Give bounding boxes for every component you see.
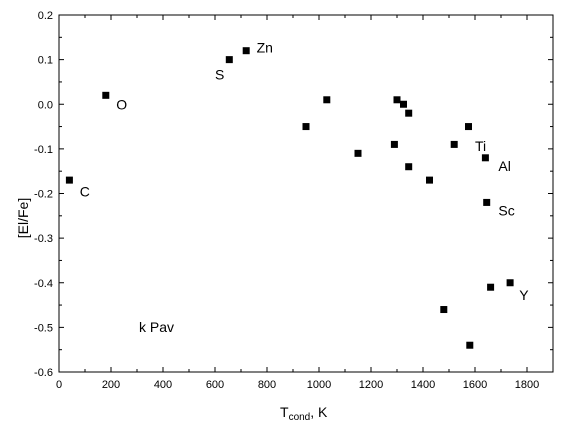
y-tick-label: -0.5 [34,322,53,334]
x-tick-label: 1800 [515,379,539,391]
plot-border [58,14,554,373]
data-point [487,283,495,291]
data-point [354,149,362,157]
data-point [65,176,73,184]
data-point [405,163,413,171]
element-label: C [80,183,90,199]
data-point [483,198,491,206]
y-tick-label: 0.0 [38,99,53,111]
x-axis-label-sub: cond [289,412,311,423]
y-tick-label: 0.2 [38,10,53,22]
x-axis: 0 200 400 600 800 1000 1200 1400 1600 1800 [56,15,539,391]
element-label: O [116,96,127,112]
y-tick-label: -0.1 [34,144,53,156]
data-point [481,154,489,162]
y-tick-label: -0.2 [34,189,53,201]
x-tick-label: 1400 [411,379,435,391]
x-axis-label-main: T [280,404,289,420]
data-point [393,96,401,104]
y-tick-label: -0.4 [34,278,53,290]
star-label: k Pav [139,319,174,335]
data-point [426,176,433,184]
element-label: Sc [498,202,514,218]
x-tick-label: 200 [102,379,120,391]
element-label: S [215,66,224,82]
x-tick-label: 0 [56,379,62,391]
data-points [65,47,514,349]
y-axis: 0.2 0.1 0.0 -0.1 -0.2 -0.3 -0.4 -0.5 -0.6 [34,10,553,379]
y-axis-label: [El/Fe] [15,198,31,238]
element-label: Al [498,158,510,174]
element-label: Y [519,287,529,303]
x-axis-label: Tcond, K [280,404,328,423]
data-point [242,47,250,55]
y-tick-label: -0.3 [34,233,53,245]
data-point [102,91,110,99]
x-tick-label: 1200 [359,379,383,391]
y-tick-label: 0.1 [38,55,53,67]
data-point [466,341,474,349]
plot-frame [58,14,554,373]
y-tick-label: -0.6 [34,367,53,379]
data-point [302,123,310,131]
element-label: Ti [475,138,486,154]
data-point [440,306,448,314]
data-point [506,279,514,287]
x-tick-label: 600 [206,379,224,391]
x-axis-label-suffix: , K [310,404,328,420]
x-tick-label: 1600 [463,379,487,391]
data-point [405,109,413,117]
data-point [225,56,233,64]
data-point [390,140,398,148]
x-tick-label: 1000 [307,379,331,391]
data-point [400,100,407,108]
data-point [323,96,331,104]
x-tick-label: 800 [258,379,276,391]
data-point [450,140,458,148]
data-point [465,123,472,131]
element-labels: C O S Zn Ti Al Sc Y [80,40,529,304]
x-tick-label: 400 [154,379,172,391]
element-label: Zn [257,40,273,56]
